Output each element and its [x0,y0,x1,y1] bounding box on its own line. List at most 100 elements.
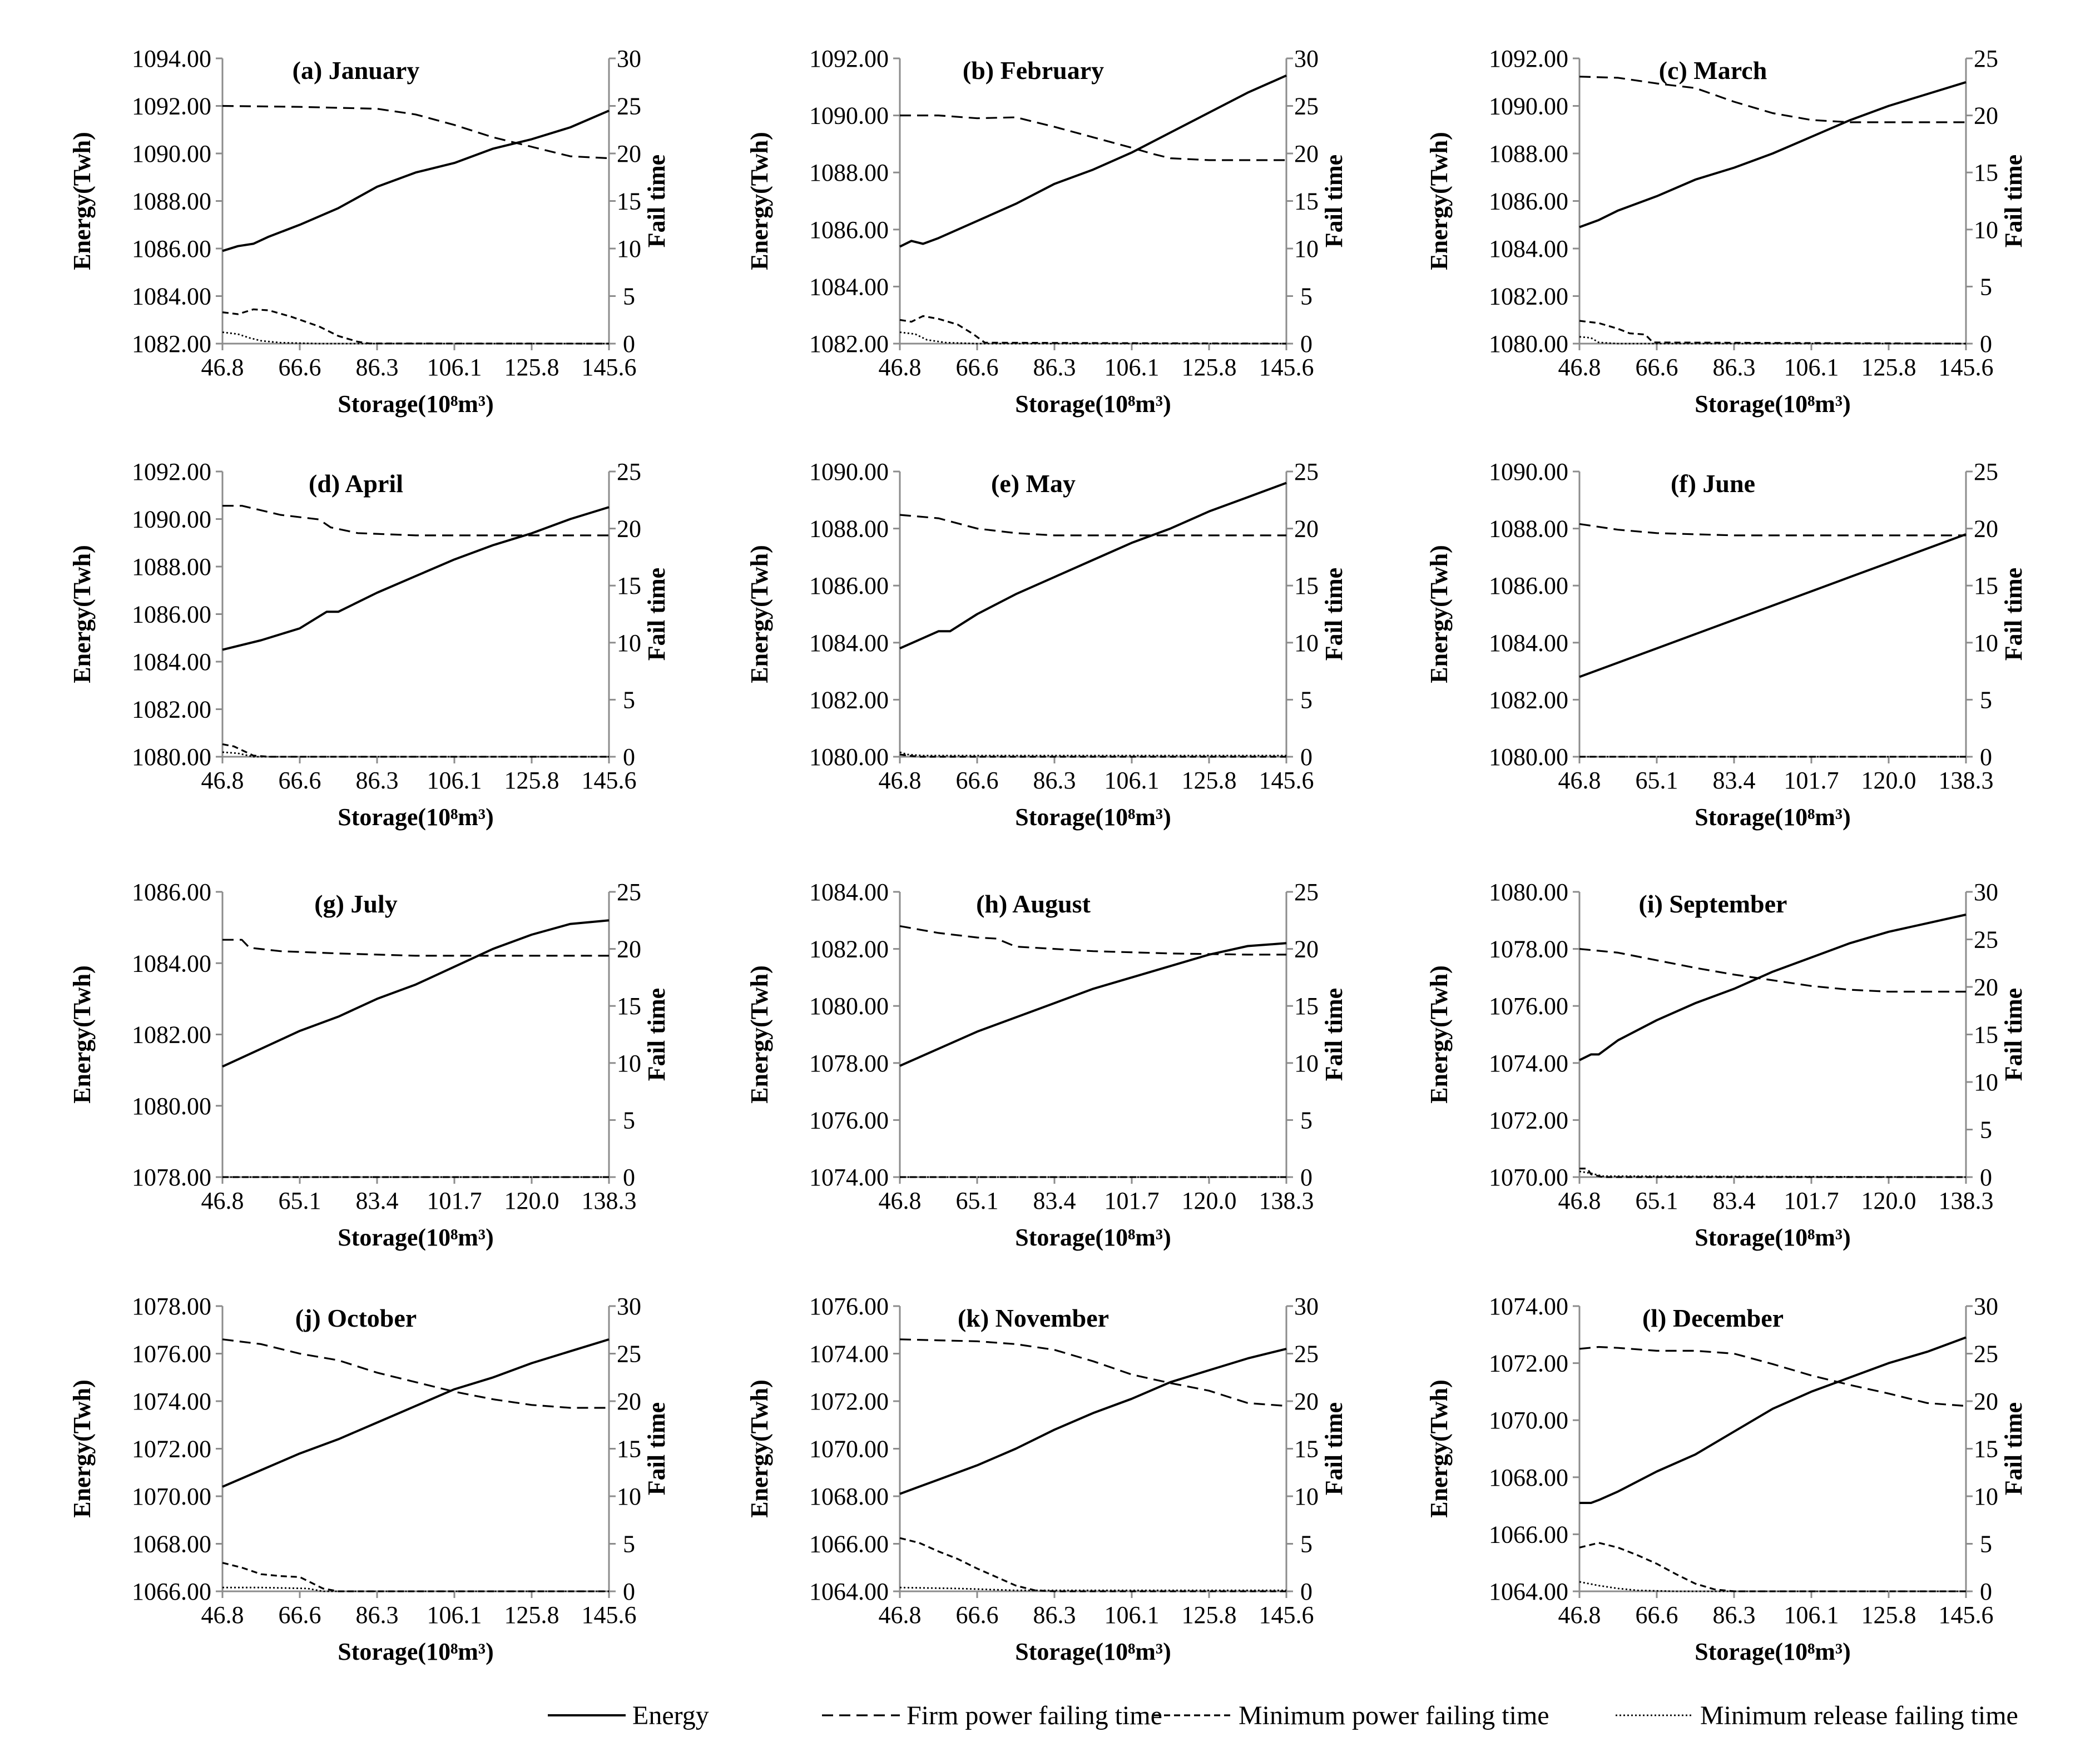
y2-tick-label: 0 [623,330,635,358]
x-tick-label: 106.1 [1105,767,1160,794]
energy-line [222,110,610,252]
x-tick-label: 106.1 [427,767,482,794]
y2-tick-label: 5 [1980,1116,1992,1144]
y-axis-label: Energy(Twh) [1425,1379,1453,1518]
y2-tick-label: 10 [617,629,641,657]
x-tick-label: 145.6 [582,354,637,381]
y2-axis-label: Fail time [1320,1402,1348,1495]
x-tick-label: 66.6 [956,767,999,794]
y2-tick-label: 10 [1974,629,1998,657]
y-tick-label: 1064.00 [1489,1578,1568,1605]
y2-tick-label: 25 [1974,45,1998,72]
y-tick-label: 1070.00 [1489,1164,1568,1191]
y2-tick-label: 0 [1980,330,1992,358]
legend: Energy Firm power failing time Minimum pow… [548,1701,2018,1730]
y2-axis-label: Fail time [1320,988,1348,1081]
x-tick-label: 46.8 [879,354,922,381]
y2-tick-label: 0 [1980,1164,1992,1191]
x-tick-label: 66.6 [956,1601,999,1629]
x-tick-label: 83.4 [1033,1187,1076,1214]
y2-tick-label: 25 [617,93,641,120]
x-tick-label: 145.6 [1259,354,1314,381]
firm-power-failing-line [1579,948,1966,993]
energy-line [222,506,610,651]
x-axis-label: Storage(10⁸m³) [338,803,494,831]
y-tick-label: 1084.00 [809,629,889,657]
y2-tick-label: 15 [1974,572,1998,599]
y-axis-label: Energy(Twh) [1425,132,1453,270]
y-tick-label: 1074.00 [809,1164,889,1191]
legend-label-minrelease: Minimum release failing time [1700,1701,2018,1730]
y-tick-label: 1080.00 [809,743,889,771]
x-tick-label: 120.0 [1182,1187,1237,1214]
firm-power-failing-line [899,514,1286,537]
chart-panel-3: 1080.00 1082.00 1084.00 1086.00 1088.00 1090.… [1425,45,2027,418]
y2-tick-label: 10 [1294,1050,1319,1077]
chart-title: (b) February [963,56,1104,85]
y2-tick-label: 20 [617,936,641,963]
x-tick-label: 125.8 [1182,354,1237,381]
x-tick-label: 101.7 [1105,1187,1160,1214]
chart-panel-6: 1080.00 1082.00 1084.00 1086.00 1088.00 1090.… [1425,458,2027,831]
x-tick-label: 101.7 [427,1187,482,1214]
y2-tick-label: 30 [1974,1293,1998,1320]
x-tick-label: 106.1 [427,1601,482,1629]
y-tick-label: 1088.00 [132,188,211,215]
y2-tick-label: 25 [1294,93,1319,120]
chart-panel-12: 1064.00 1066.00 1068.00 1070.00 1072.00 1074.… [1425,1293,2027,1665]
y2-tick-label: 0 [1980,1578,1992,1605]
chart-panel-7: 1078.001080.001082.001084.001086.0005101… [68,879,670,1251]
y-tick-label: 1066.00 [809,1531,889,1558]
chart-title: (j) October [295,1304,417,1332]
x-axis-label: Storage(10⁸m³) [1015,390,1171,418]
y-tick-label: 1070.00 [1489,1407,1568,1434]
y-tick-label: 1074.00 [132,1388,211,1415]
energy-line [1579,81,1967,229]
y-tick-label: 1072.00 [132,1436,211,1463]
x-tick-label: 106.1 [1105,1601,1160,1629]
y-axis-label: Energy(Twh) [68,132,96,270]
x-tick-label: 101.7 [1784,767,1839,794]
y2-tick-label: 15 [1294,1436,1319,1463]
y2-tick-label: 25 [1974,1341,1998,1368]
y-tick-label: 1068.00 [809,1483,889,1510]
x-tick-label: 125.8 [1861,1601,1916,1629]
y2-tick-label: 0 [1300,330,1312,358]
chart-panel-1: 1082.00 1084.00 1086.00 1088.00 1090.00 1092.… [68,45,670,418]
firm-power-failing-line [1579,1346,1967,1407]
y-tick-label: 1088.00 [809,515,889,543]
y2-tick-label: 20 [1294,515,1319,543]
y-tick-label: 1082.00 [809,936,889,963]
y-tick-label: 1090.00 [809,458,889,485]
minimum-power-failing-line [899,315,1287,345]
y2-tick-label: 30 [1294,1293,1319,1320]
chart-title: (h) August [976,890,1091,918]
y2-tick-label: 10 [617,235,641,262]
x-tick-label: 138.3 [1939,1187,1994,1214]
minimum-power-failing-line [1579,1168,1966,1178]
x-tick-label: 145.6 [1259,1601,1314,1629]
y-tick-label: 1076.00 [809,1106,889,1134]
y2-tick-label: 10 [1294,1483,1319,1510]
x-tick-label: 83.4 [356,1187,399,1214]
y2-tick-label: 10 [1974,1483,1998,1510]
x-tick-label: 86.3 [356,354,399,381]
y-tick-label: 1084.00 [809,879,889,906]
x-tick-label: 86.3 [1033,354,1076,381]
firm-power-failing-line [222,939,609,957]
y-tick-label: 1092.00 [132,458,211,485]
x-tick-label: 46.8 [201,767,244,794]
y-tick-label: 1092.00 [1489,45,1568,72]
y2-tick-label: 15 [617,992,641,1020]
y2-tick-label: 25 [1974,458,1998,485]
y2-tick-label: 5 [1980,1531,1992,1558]
x-tick-label: 65.1 [1636,767,1678,794]
y2-tick-label: 20 [1294,936,1319,963]
y-axis-label: Energy(Twh) [746,132,773,270]
y-axis-label: Energy(Twh) [746,1379,773,1518]
y-tick-label: 1090.00 [809,102,889,130]
y-tick-label: 1084.00 [1489,235,1568,262]
y-tick-label: 1086.00 [1489,572,1568,599]
y2-tick-label: 5 [1300,283,1312,310]
legend-label-energy: Energy [632,1701,709,1730]
